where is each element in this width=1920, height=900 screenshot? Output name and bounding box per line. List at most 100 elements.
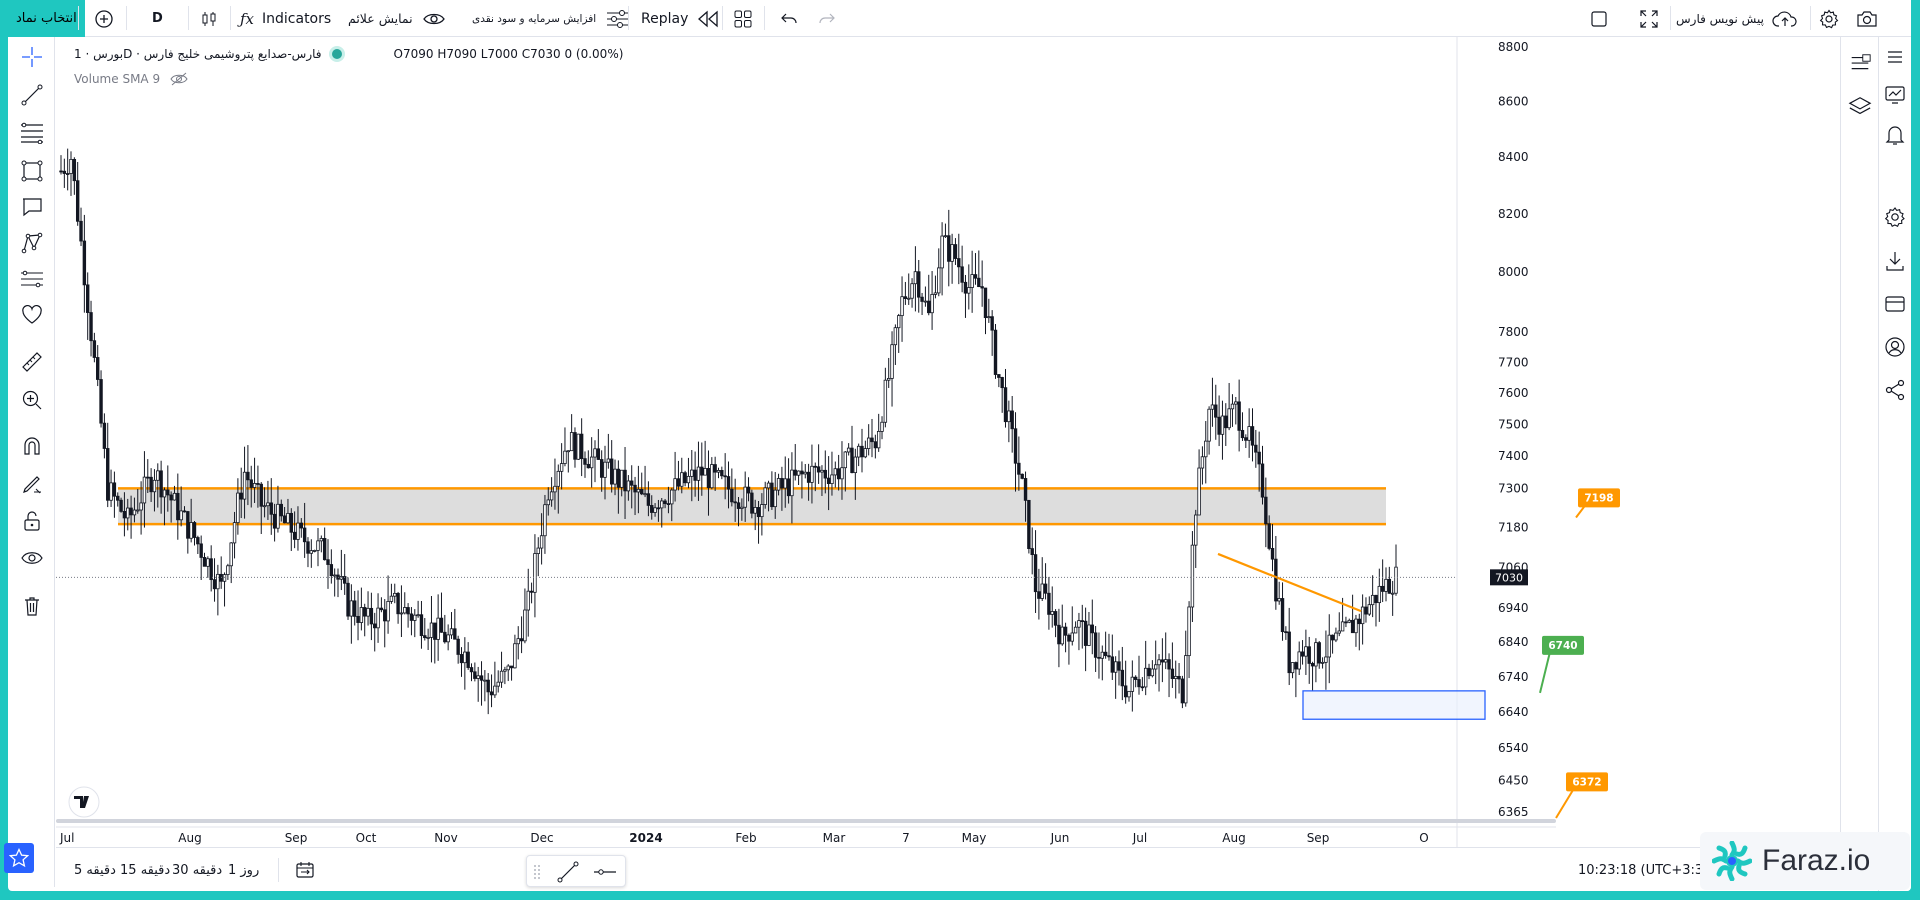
timeframe-30m-button[interactable]: 30 دقیقه [172, 862, 223, 878]
chart-pane[interactable]: 8800 8600 8400 8200 8000 7800 7700 7600 7500 7400… [56, 37, 1840, 847]
trend-line-drawing[interactable] [1217, 552, 1362, 613]
candle-body [1100, 651, 1104, 659]
candle-body [102, 422, 107, 449]
candle-body [1154, 664, 1158, 670]
timeframe-5m-button[interactable]: 5 دقیقه [74, 862, 116, 878]
magnet-icon[interactable] [20, 434, 44, 458]
candle-body [279, 503, 283, 517]
camera-icon[interactable] [1854, 0, 1880, 37]
callout-label-box[interactable] [1566, 772, 1608, 792]
date-range-icon[interactable] [292, 848, 318, 891]
fullscreen-box-icon[interactable] [1586, 0, 1612, 37]
card-icon[interactable] [1883, 292, 1907, 316]
settings-icon[interactable] [1883, 205, 1907, 229]
candle-body [349, 600, 354, 617]
candle-body [459, 654, 464, 664]
candle-body [1384, 578, 1388, 592]
undo-icon[interactable] [776, 0, 802, 37]
candle-body [132, 509, 137, 516]
callout-label-box[interactable] [1578, 488, 1620, 508]
candle-body [276, 503, 280, 529]
redo-icon[interactable] [814, 0, 840, 37]
candle-body [753, 507, 757, 514]
callout-label-box[interactable] [1542, 635, 1584, 655]
pattern-tool-icon[interactable] [20, 231, 44, 255]
price-chart[interactable]: 8800 8600 8400 8200 8000 7800 7700 7600 7500 7400… [56, 37, 1840, 847]
favorites-heart-icon[interactable] [20, 303, 44, 327]
watchlist-icon[interactable] [1848, 52, 1872, 76]
candlestick-type-icon[interactable] [194, 0, 224, 37]
candle-body [419, 614, 424, 637]
candle-body [1200, 456, 1205, 469]
candle-body [1164, 659, 1168, 663]
clock-timezone[interactable]: 10:23:18 (UTC+3:30) [1578, 862, 1717, 878]
hidden-eye-icon[interactable] [170, 72, 188, 86]
user-profile-icon[interactable] [1883, 335, 1907, 359]
candle-body [486, 679, 490, 693]
candle-body [529, 590, 534, 593]
show-signals-label: نمایش علائم [348, 11, 413, 26]
demand-box-drawing[interactable] [1302, 690, 1486, 720]
layout-grid-icon[interactable] [730, 0, 756, 37]
candle-body [796, 470, 801, 476]
candle-body [1390, 592, 1395, 595]
candle-body [99, 379, 103, 424]
candle-body [1143, 667, 1148, 688]
candle-body [1274, 558, 1278, 602]
rectangle-shape-icon[interactable] [20, 159, 44, 183]
monitor-chart-icon[interactable] [1883, 83, 1907, 107]
divider [628, 6, 629, 30]
hide-drawings-eye-icon[interactable] [20, 546, 44, 570]
zoom-in-icon[interactable] [20, 388, 44, 412]
candle-body [1334, 632, 1338, 641]
pre-invoice-button[interactable]: پیش نویس فارس [1676, 0, 1798, 37]
top-toolbar: انتخاب نماد D ƒx Indicators نمایش علائم … [8, 0, 1911, 37]
drag-handle-icon[interactable] [533, 864, 541, 884]
capital-increase-button[interactable]: افزایش سرمایه و سود نقدی [472, 0, 630, 37]
menu-icon[interactable] [1883, 45, 1907, 69]
candle-body [826, 477, 831, 484]
forecast-tool-icon[interactable] [20, 267, 44, 291]
layers-icon[interactable] [1848, 95, 1872, 119]
candle-body [483, 679, 487, 682]
settings-gear-icon[interactable] [1816, 0, 1842, 37]
last-price-tag [1490, 569, 1528, 586]
show-signals-button[interactable]: نمایش علائم [348, 0, 445, 37]
price-tick-label: 8800 [1498, 40, 1529, 54]
timeframe-1d-button[interactable]: 1 روز [228, 862, 260, 878]
trend-line-icon[interactable] [20, 83, 44, 107]
horizontal-line-icon[interactable] [593, 861, 617, 887]
expand-icon[interactable] [1636, 0, 1662, 37]
drawing-mode-icon[interactable] [20, 472, 44, 496]
text-note-icon[interactable] [20, 195, 44, 219]
candle-body [309, 550, 314, 554]
trash-icon[interactable] [20, 594, 44, 618]
interval-button[interactable]: D [152, 11, 163, 26]
candle-body [259, 483, 263, 507]
share-icon[interactable] [1883, 378, 1907, 402]
symbol-select-button[interactable]: انتخاب نماد [8, 0, 85, 37]
lock-icon[interactable] [20, 509, 44, 533]
add-symbol-icon[interactable] [90, 0, 118, 37]
candle-body [680, 472, 684, 487]
candle-body [152, 479, 157, 493]
crosshair-icon[interactable] [20, 45, 44, 69]
price-tick-label: 6540 [1498, 741, 1529, 755]
candle-body [730, 488, 734, 503]
candle-body [1133, 676, 1138, 680]
candle-body [830, 474, 834, 484]
candle-body [700, 466, 704, 476]
candle-body [1357, 618, 1361, 625]
indicators-button[interactable]: ƒx Indicators [240, 0, 331, 37]
candle-body [770, 482, 774, 508]
favorite-star-button[interactable] [4, 843, 34, 873]
replay-button[interactable]: Replay [641, 0, 720, 37]
fib-retracement-icon[interactable] [20, 121, 44, 145]
download-icon[interactable] [1883, 249, 1907, 273]
trend-line-quick-icon[interactable] [557, 861, 579, 887]
ruler-icon[interactable] [20, 350, 44, 374]
sliders-icon [606, 9, 630, 29]
timeframe-15m-button[interactable]: 15 دقیقه [120, 862, 171, 878]
alert-bell-icon[interactable] [1883, 123, 1907, 147]
time-scrollbar[interactable] [56, 819, 1556, 823]
